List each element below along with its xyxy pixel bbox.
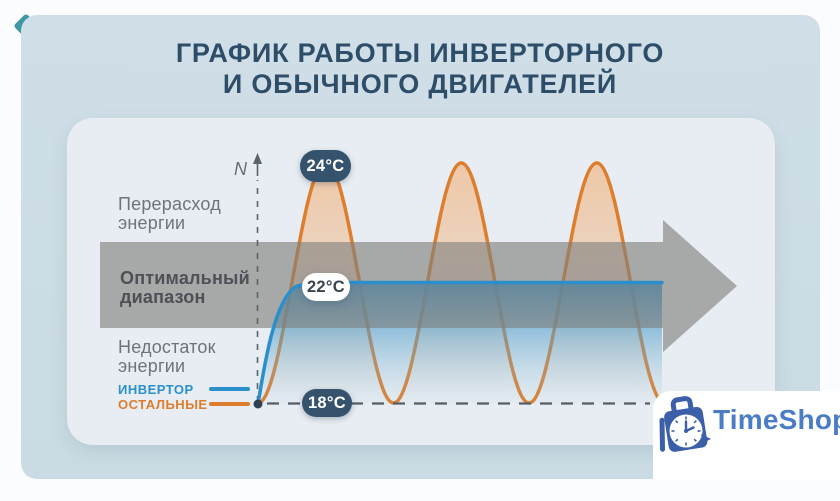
temp-axis-arrowhead (253, 153, 262, 164)
zone-label-optimal-range: Оптимальный диапазон (120, 268, 250, 307)
zone-label-overconsumption: Перерасход энергии (118, 194, 221, 233)
legend-item-others: ОСТАЛЬНЫЕ (118, 396, 250, 412)
optimal-range-arrow-band (100, 220, 737, 352)
temperature-badge-24: 24°C (300, 150, 351, 182)
page-title-line2: И ОБЫЧНОГО ДВИГАТЕЛЕЙ (222, 69, 618, 99)
legend-label-inverter: ИНВЕРТОР (118, 381, 194, 397)
zone-label-deficiency: Недостаток энергии (118, 337, 216, 376)
brand-logo-text: TimeShop (713, 404, 840, 435)
page-title: ГРАФИК РАБОТЫ ИНВЕРТОРНОГО И ОБЫЧНОГО ДВ… (0, 38, 840, 100)
legend: ИНВЕРТОР ОСТАЛЬНЫЕ (118, 382, 250, 412)
page-title-line1: ГРАФИК РАБОТЫ ИНВЕРТОРНОГО (175, 38, 665, 68)
brand-logo-card: TimeShop (653, 391, 840, 480)
clock-shopping-bag-icon (659, 396, 711, 452)
y-axis-label: N (234, 159, 247, 179)
legend-item-inverter: ИНВЕРТОР (118, 381, 250, 397)
temperature-badge-18: 18°C (302, 389, 352, 417)
legend-line-others (209, 402, 250, 406)
start-point-dot (253, 399, 263, 409)
temperature-badge-22: 22°C (302, 273, 350, 301)
legend-line-inverter (209, 387, 250, 391)
legend-label-others: ОСТАЛЬНЫЕ (118, 396, 208, 412)
